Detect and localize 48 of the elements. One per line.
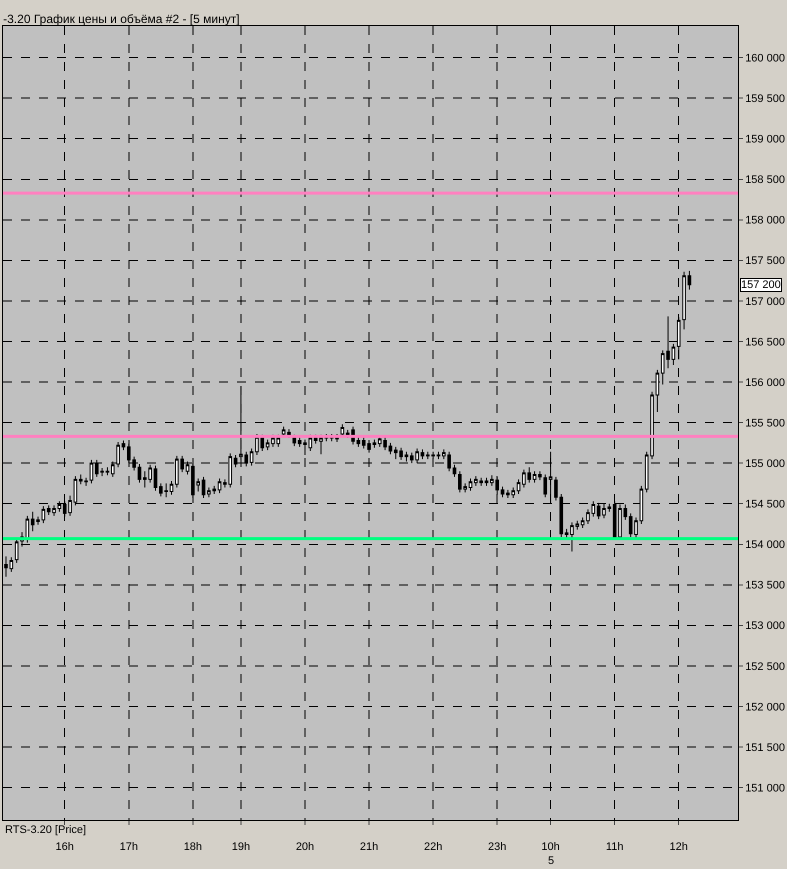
- y-tick-label: 159 500: [745, 93, 785, 106]
- y-tick-label: 156 000: [745, 376, 785, 389]
- candlestick: [394, 446, 398, 460]
- candlestick: [84, 477, 88, 486]
- candlestick: [212, 485, 216, 494]
- x-tick-label: 18h: [184, 841, 202, 854]
- x-tick-label: 11h: [606, 841, 624, 854]
- y-tick-label: 154 500: [745, 498, 785, 511]
- x-tick-label: 17h: [120, 841, 138, 854]
- y-tick-label: 156 500: [745, 336, 785, 348]
- y-tick-label: 151 000: [745, 782, 785, 794]
- y-tick-label: 160 000: [745, 52, 785, 64]
- y-tick-label: 158 000: [745, 214, 785, 227]
- candlestick: [660, 350, 665, 385]
- y-tick-label: 151 500: [745, 742, 785, 754]
- y-tick-label: 153 000: [745, 620, 785, 632]
- x-tick-label: 22h: [424, 841, 442, 854]
- candlestick: [78, 474, 83, 485]
- candlestick: [527, 466, 532, 484]
- y-tick-label: 158 500: [745, 174, 785, 186]
- candlestick: [543, 474, 548, 498]
- y-tick-label: 152 500: [745, 660, 785, 673]
- y-tick-label: 157 000: [745, 296, 785, 308]
- y-tick-label: 154 000: [745, 539, 785, 552]
- text: RTS-3.20 [Price]: [5, 824, 86, 836]
- candlestick: [511, 486, 516, 499]
- y-tick-label: 157 500: [745, 255, 785, 268]
- candlestick: [362, 436, 366, 450]
- y-tick-label: 159 000: [745, 134, 785, 146]
- y-tick-label: 155 500: [745, 417, 785, 430]
- y-tick-label: 155 000: [745, 458, 785, 470]
- x-tick-label: 10h: [541, 841, 560, 854]
- x-tick-label: 21h: [360, 841, 378, 854]
- y-tick-label: 153 500: [745, 580, 785, 592]
- y-tick-label: 152 000: [745, 701, 785, 714]
- x-tick-label: 23h: [488, 841, 506, 854]
- text: 5: [548, 855, 554, 867]
- chart-title: -3.20 График цены и объёма #2 - [5 минут]: [3, 12, 240, 26]
- x-tick-label: 16h: [56, 841, 74, 854]
- x-tick-label: 19h: [232, 841, 250, 854]
- candlestick: [14, 538, 18, 564]
- candlestick: [458, 470, 462, 493]
- candlestick: [410, 452, 414, 464]
- x-tick-label: 12h: [670, 841, 688, 854]
- text: 157 200: [741, 279, 781, 291]
- candlestick: [340, 424, 344, 438]
- candlestick: [378, 435, 382, 448]
- x-tick-label: 20h: [296, 841, 314, 854]
